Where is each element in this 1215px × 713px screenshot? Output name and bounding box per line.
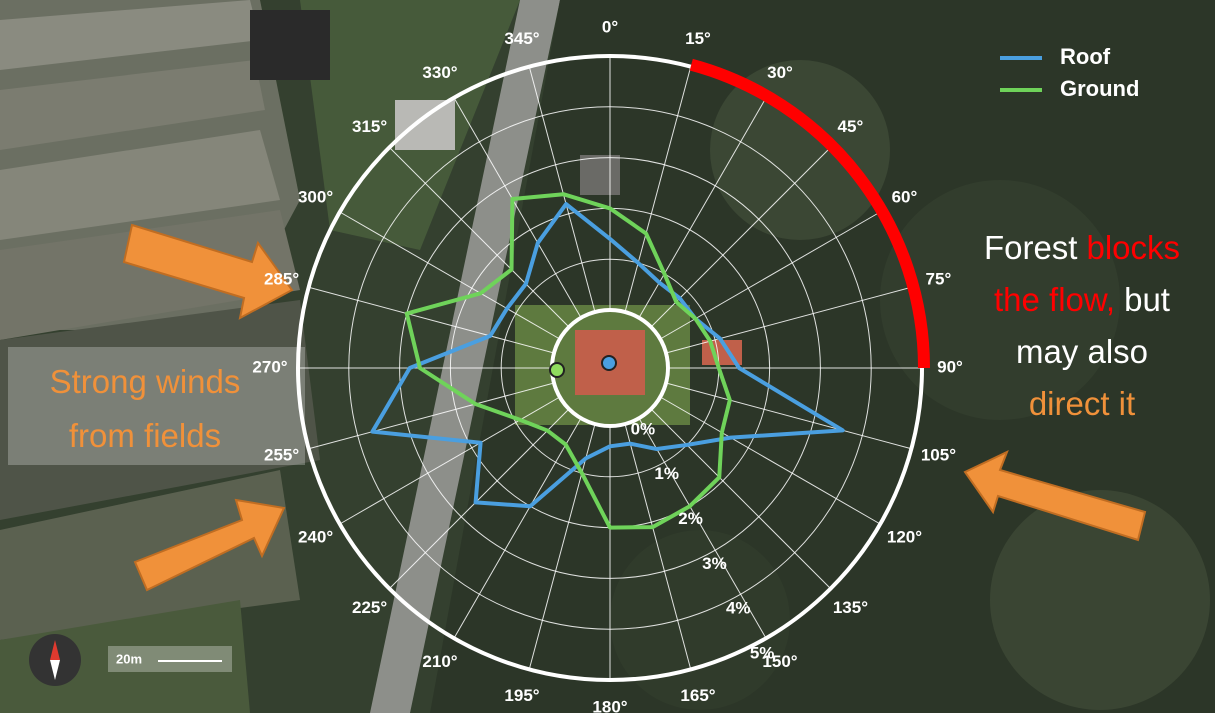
angle-tick-label: 105° (921, 445, 956, 464)
grid-spoke (389, 408, 570, 589)
labels: 0° 15° 30° 45° 60° 75° 90° 105° 120° 135° 150° 165°… (50, 17, 1180, 713)
annotation-line: direct it (1029, 385, 1135, 422)
grid-spoke (624, 423, 692, 670)
ground-station (549, 362, 565, 378)
series-line (404, 192, 732, 530)
annotation-text: Forest (984, 229, 1078, 266)
grid-spoke (308, 382, 555, 450)
highlight-arc (689, 58, 930, 369)
angle-tick-label: 330° (422, 63, 457, 82)
grid-spoke (389, 147, 570, 328)
grid-spoke (650, 408, 831, 589)
angle-tick-label: 90° (937, 357, 963, 376)
grid-spoke (528, 423, 596, 670)
grid-ring (348, 106, 872, 630)
angle-tick-label: 45° (838, 117, 864, 136)
legend-label: Roof (1060, 44, 1111, 69)
angle-tick-label: 0° (602, 17, 618, 36)
angle-tick-label: 120° (887, 527, 922, 546)
grid-ring (399, 157, 821, 579)
annotation-line: may also (1016, 333, 1148, 370)
angle-tick-label: 270° (252, 357, 287, 376)
radial-tick-label: 4% (726, 599, 751, 618)
radial-tick-label: 5% (750, 644, 775, 663)
radial-tick-label: 0% (631, 419, 656, 438)
grid-spoke (453, 97, 582, 319)
grid-spoke (638, 417, 767, 639)
angle-tick-label: 60° (892, 187, 918, 206)
radial-tick-label: 3% (702, 554, 727, 573)
angle-tick-label: 15° (685, 29, 711, 48)
grid-spoke (624, 66, 692, 313)
grid-spoke (308, 286, 555, 354)
annotation-text: but (1124, 281, 1170, 318)
angle-tick-label: 300° (298, 187, 333, 206)
annotation-text: Strong winds (50, 363, 241, 400)
annotation-text: blocks (1086, 229, 1180, 266)
angle-tick-label: 210° (422, 652, 457, 671)
radial-tick-label: 1% (654, 464, 679, 483)
roof-station (601, 355, 617, 371)
grid-spoke (665, 286, 912, 354)
angle-tick-label: 195° (504, 686, 539, 705)
angle-tick-label: 30° (767, 63, 793, 82)
plot-area (370, 58, 930, 530)
angle-tick-label: 345° (504, 29, 539, 48)
annotation-line: from fields (69, 417, 221, 454)
radial-tick-label: 2% (678, 509, 703, 528)
grid-spoke (339, 396, 561, 525)
grid-spoke (659, 396, 881, 525)
grid-spoke (528, 66, 596, 313)
angle-tick-label: 255° (264, 445, 299, 464)
annotation-text: the flow, (994, 281, 1115, 318)
angle-tick-label: 225° (352, 598, 387, 617)
angle-tick-label: 75° (926, 269, 952, 288)
scale-bar-label: 20m (116, 651, 142, 666)
compass (29, 634, 81, 686)
legend-label: Ground (1060, 76, 1139, 101)
annotation-line: Forest blocks (984, 229, 1180, 266)
angle-tick-label: 285° (264, 269, 299, 288)
grid-spoke (339, 211, 561, 340)
angle-tick-label: 165° (680, 686, 715, 705)
angle-tick-label: 180° (592, 697, 627, 713)
annotation-text: direct it (1029, 385, 1135, 422)
annotation-text: may also (1016, 333, 1148, 370)
annotation-text: from fields (69, 417, 221, 454)
scale-bar-box (108, 646, 232, 672)
grid-spoke (453, 417, 582, 639)
annotation-box (8, 347, 305, 465)
grid-spoke (665, 382, 912, 450)
annotation-line: Strong winds (50, 363, 241, 400)
angle-tick-label: 135° (833, 598, 868, 617)
angle-tick-label: 150° (762, 652, 797, 671)
arrows (122, 223, 1147, 592)
angle-tick-label: 240° (298, 527, 333, 546)
angle-tick-label: 315° (352, 117, 387, 136)
annotation-line: the flow, but (994, 281, 1170, 318)
